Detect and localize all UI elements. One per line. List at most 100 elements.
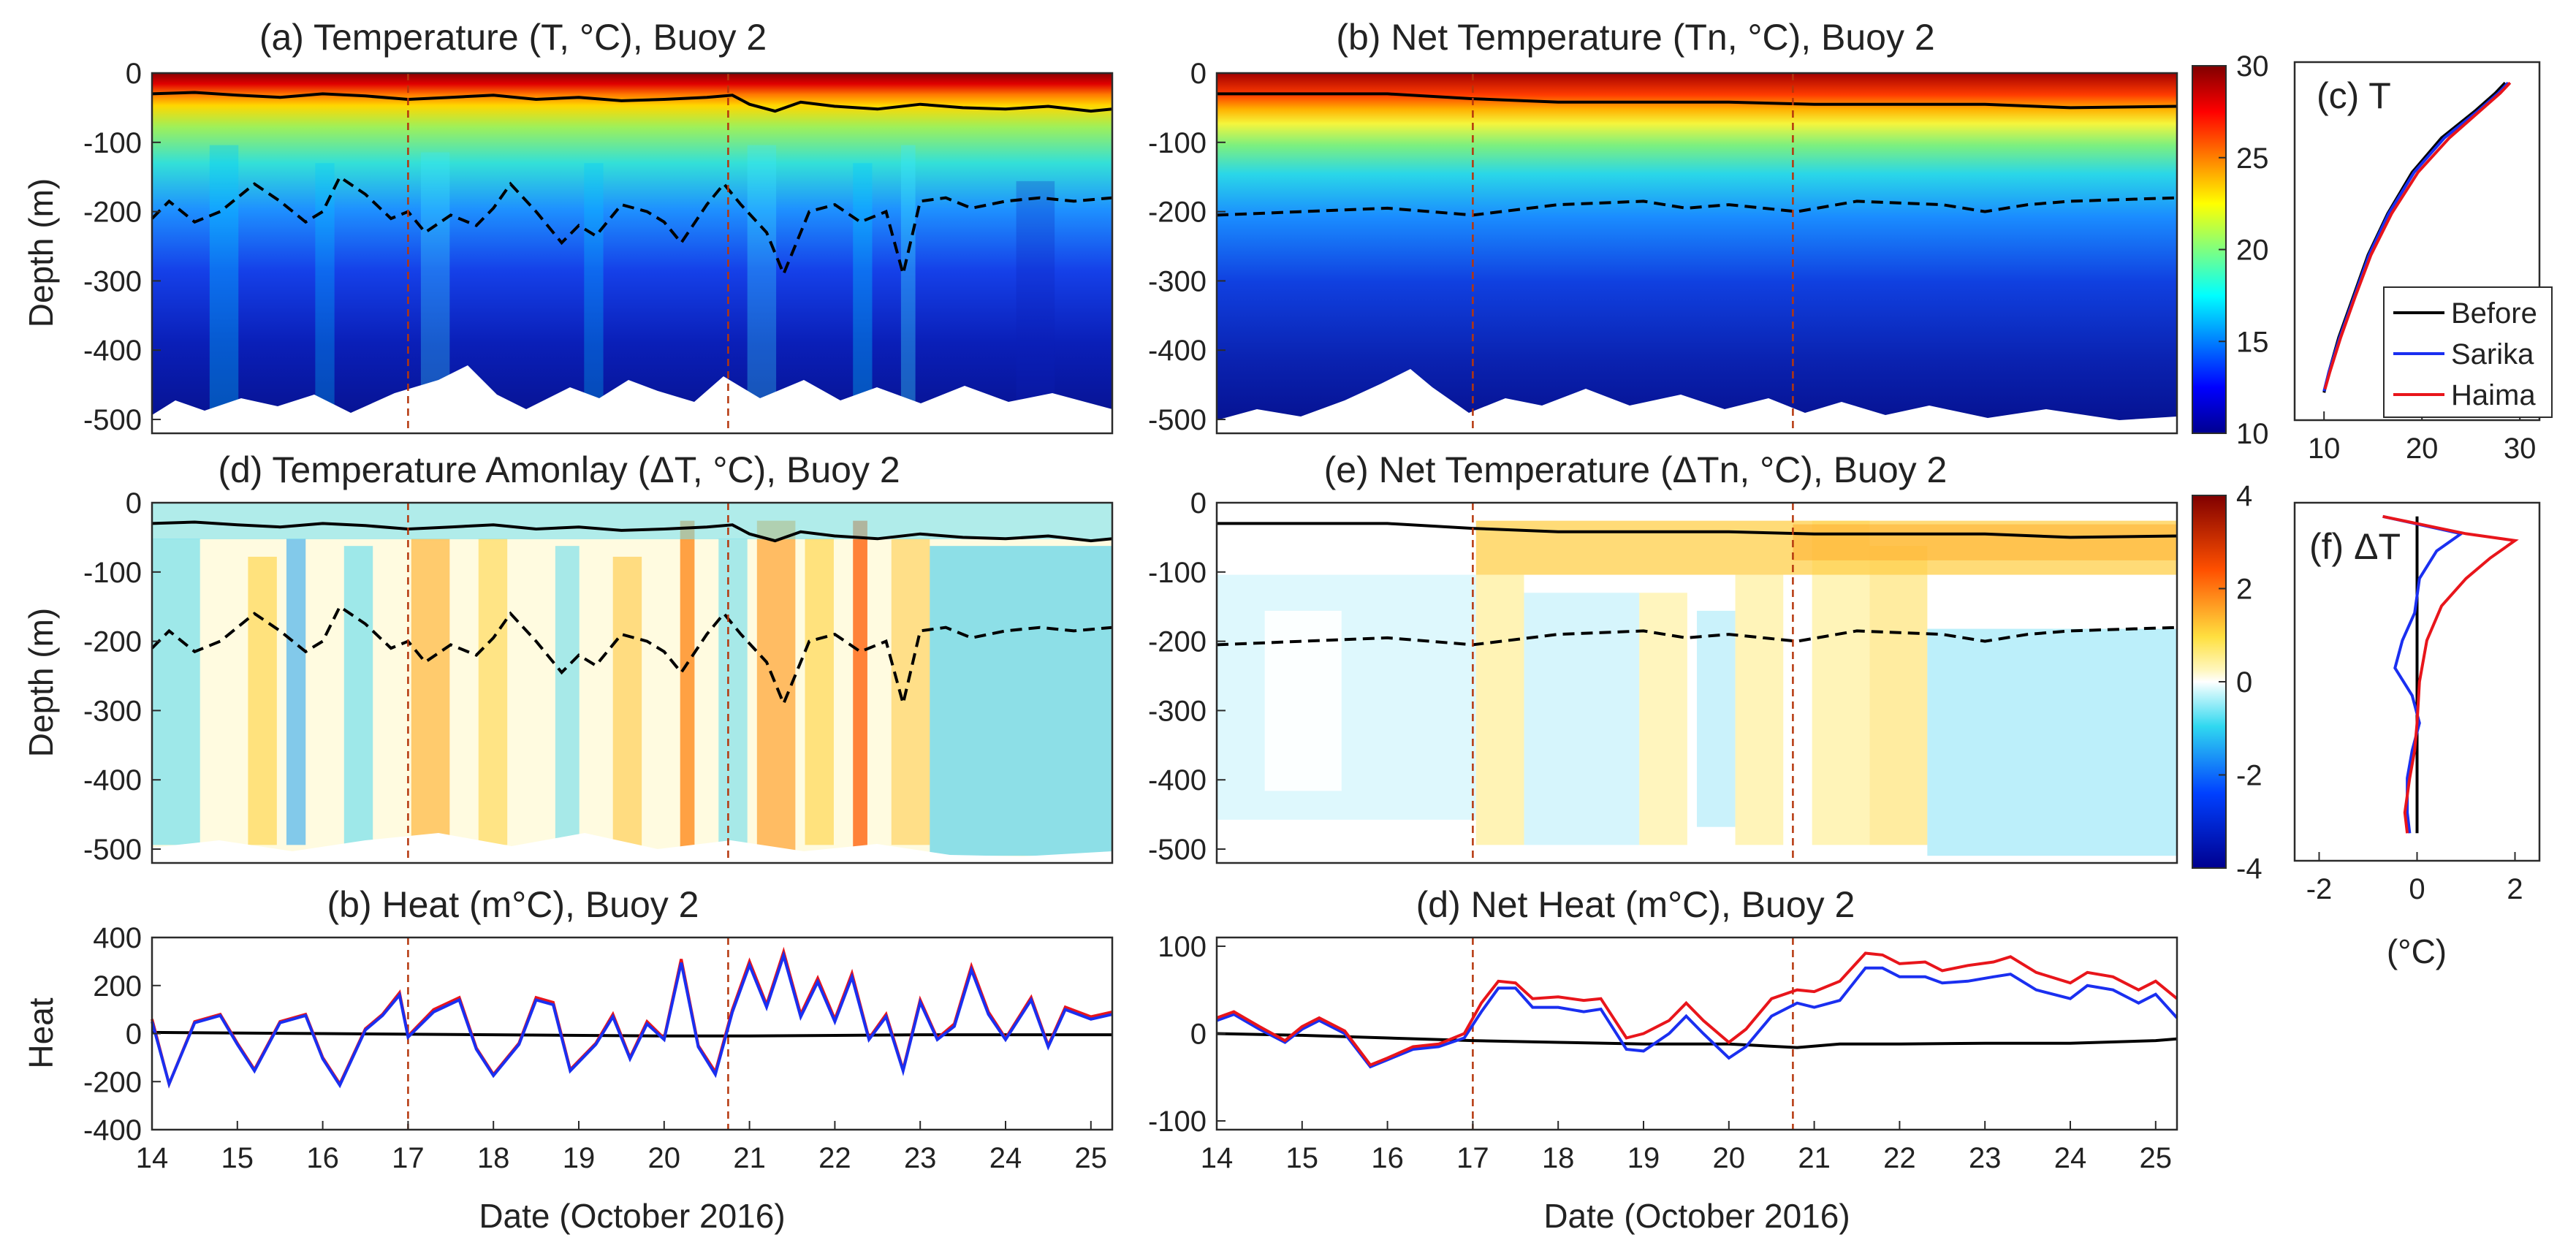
y-tick-label: -300 — [1148, 695, 1207, 727]
anomaly-band — [584, 163, 604, 433]
panel-g-title: (b) Heat (m°C), Buoy 2 — [327, 884, 699, 925]
panel-c-frame — [2293, 61, 2541, 422]
x-tick-label: 22 — [818, 1142, 851, 1174]
x-tick-label: 2 — [2507, 873, 2523, 905]
x-tick-label: 18 — [1542, 1142, 1575, 1174]
profile-haima — [2323, 81, 2512, 390]
panel-e: (e) Net Temperature (ΔTn, °C), Buoy 2 0 -… — [1148, 449, 2178, 866]
y-tick-label: 0 — [1190, 487, 1207, 520]
y-tick-label: 400 — [93, 922, 142, 954]
panel-c-xticks: 10 20 30 — [2308, 411, 2536, 465]
isotherm-dashed-line — [1216, 625, 2178, 647]
anomaly-band — [411, 539, 450, 853]
anomaly-band — [1264, 610, 1342, 791]
anomaly-band — [555, 546, 580, 845]
panel-e-frame — [1215, 501, 2178, 864]
y-tick-label: -400 — [83, 335, 142, 367]
y-tick-label: 100 — [1158, 931, 1207, 963]
y-tick-label: -100 — [1148, 1106, 1207, 1138]
panel-d-surface-layer — [152, 503, 1112, 539]
y-tick-label: 0 — [1190, 58, 1207, 90]
y-tick-label: -300 — [83, 265, 142, 297]
x-tick-label: 18 — [477, 1142, 510, 1174]
panel-g: (b) Heat (m°C), Buoy 2 Heat 400 200 0 -200 -… — [22, 884, 1114, 1235]
anomaly-band — [891, 539, 930, 845]
panel-h-xlabel: Date (October 2016) — [1543, 1197, 1850, 1235]
panel-d-yticks: 0 -100 -200 -300 -400 -500 — [83, 487, 161, 866]
colorbar-temperature-ticks: 10 15 20 25 30 — [2219, 50, 2269, 450]
x-tick-label: -2 — [2306, 873, 2333, 905]
anomaly-band — [286, 539, 306, 845]
x-tick-label: 16 — [1371, 1142, 1404, 1174]
panel-f-title: (f) ΔT — [2309, 526, 2401, 567]
panel-f-xticks: -2 0 2 — [2306, 852, 2523, 905]
x-tick-label: 0 — [2409, 873, 2425, 905]
panel-h-title: (d) Net Heat (m°C), Buoy 2 — [1416, 884, 1855, 925]
y-tick-label: -400 — [1148, 764, 1207, 796]
x-tick-label: 16 — [306, 1142, 339, 1174]
anomaly-band — [343, 546, 373, 845]
y-tick-label: -200 — [1148, 626, 1207, 658]
colorbar-tick-label: 4 — [2236, 480, 2252, 512]
panel-g-xlabel: Date (October 2016) — [479, 1197, 785, 1235]
y-tick-label: -100 — [83, 557, 142, 589]
y-tick-label: 0 — [126, 58, 142, 90]
y-tick-label: 200 — [93, 970, 142, 1003]
anomaly-band — [1869, 546, 1928, 845]
legend-label-sarika: Sarika — [2451, 338, 2534, 370]
y-tick-label: -400 — [83, 1114, 142, 1146]
panel-b-yticks: 0 -100 -200 -300 -400 -500 — [1148, 58, 1226, 436]
colorbar-tick-label: 15 — [2236, 326, 2269, 358]
y-tick-label: -100 — [83, 127, 142, 159]
series-before — [1216, 1032, 2178, 1049]
panel-b-nodata-mask — [1217, 369, 2177, 433]
colorbar-tick-label: 30 — [2236, 50, 2269, 83]
anomaly-band — [853, 163, 873, 433]
anomaly-band — [853, 520, 867, 863]
anomaly-band — [747, 145, 777, 433]
isotherm-dashed-line — [151, 175, 1113, 278]
y-tick-label: -500 — [1148, 834, 1207, 866]
panel-e-contours — [1216, 503, 2178, 863]
x-tick-label: 17 — [1456, 1142, 1489, 1174]
x-tick-label: 17 — [392, 1142, 425, 1174]
anomaly-band — [1793, 524, 2177, 560]
anomaly-band — [718, 539, 748, 845]
panel-a-contours — [151, 73, 1113, 433]
y-tick-label: -200 — [83, 197, 142, 229]
anomaly-band — [1735, 574, 1784, 845]
y-tick-label: -300 — [83, 695, 142, 727]
panel-d-title: (d) Temperature Amonlay (ΔT, °C), Buoy 2 — [218, 449, 900, 490]
colorbar-tick-label: 2 — [2236, 574, 2252, 606]
panel-g-yticks: 400 200 0 -200 -400 — [83, 922, 161, 1146]
x-tick-label: 20 — [1713, 1142, 1746, 1174]
series-sarika — [151, 950, 1113, 1089]
x-tick-label: 21 — [733, 1142, 766, 1174]
anomaly-band — [478, 539, 508, 845]
anomaly-band — [1016, 180, 1055, 433]
x-tick-label: 15 — [221, 1142, 254, 1174]
y-tick-label: -400 — [83, 764, 142, 796]
panel-d-frame — [151, 501, 1114, 864]
x-tick-label: 23 — [904, 1142, 937, 1174]
panel-h: (d) Net Heat (m°C), Buoy 2 100 0 -100 14 15… — [1148, 884, 2178, 1235]
x-tick-label: 23 — [1969, 1142, 2002, 1174]
colorbar-tick-label: 10 — [2236, 418, 2269, 450]
y-tick-label: -200 — [83, 1066, 142, 1098]
panel-a: (a) Temperature (T, °C), Buoy 2 Depth (m… — [22, 17, 1114, 436]
anomaly-band — [315, 163, 335, 433]
y-tick-label: 0 — [126, 1019, 142, 1051]
legend-label-before: Before — [2451, 297, 2537, 330]
anomaly-band — [756, 520, 796, 853]
colorbar-tick-label: 0 — [2236, 666, 2252, 699]
panel-f-profiles — [2382, 514, 2519, 834]
y-tick-label: -400 — [1148, 335, 1207, 367]
y-tick-label: 0 — [126, 487, 142, 520]
panel-h-xticks: 14 15 16 17 18 19 20 21 22 23 24 25 — [1201, 1121, 2172, 1174]
x-tick-label: 24 — [2054, 1142, 2087, 1174]
x-tick-label: 14 — [136, 1142, 169, 1174]
x-tick-label: 14 — [1201, 1142, 1234, 1174]
panel-a-frame — [151, 72, 1114, 435]
mixed-layer-line — [1217, 522, 2178, 539]
